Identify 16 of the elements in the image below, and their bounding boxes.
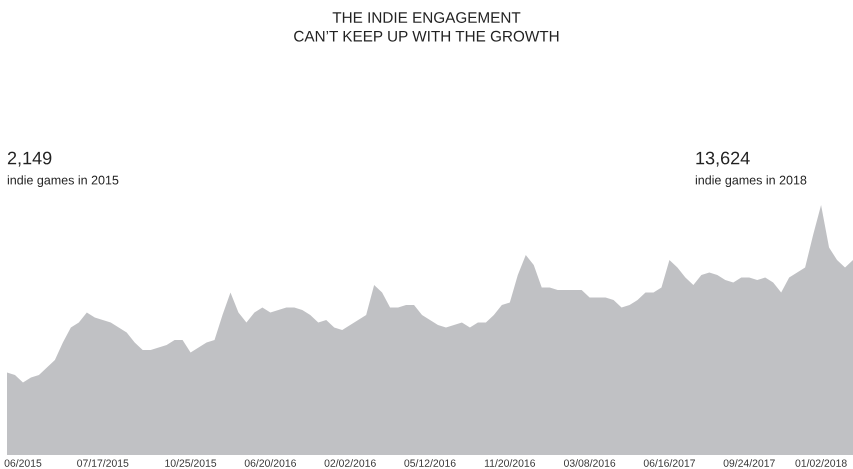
text: 13,624 bbox=[696, 152, 750, 167]
x-tick-label: 05/12/2016 bbox=[404, 459, 456, 467]
x-tick-label: 11/20/2016 bbox=[484, 459, 536, 467]
text: indie games in 2015 bbox=[8, 175, 118, 187]
x-tick-label: 02/02/2016 bbox=[324, 459, 376, 467]
x-tick-label: 10/25/2015 bbox=[165, 459, 216, 467]
x-tick-label: 01/02/2018 bbox=[795, 459, 847, 467]
text: 2,149 bbox=[8, 152, 52, 167]
x-tick-label: 06/20/2016 bbox=[244, 459, 296, 467]
chart-title: THE INDIE ENGAGEMENT CAN’T KEEP UP WITH THE GROWTH bbox=[294, 12, 558, 42]
x-tick-label: 06/16/2017 bbox=[644, 459, 695, 467]
x-tick-label: 07/17/2015 bbox=[77, 459, 128, 467]
x-tick-label: 06/2015 bbox=[4, 459, 42, 467]
text: indie games in 2018 bbox=[696, 175, 806, 187]
x-tick-label: 03/08/2016 bbox=[564, 459, 616, 467]
x-tick-label: 09/24/2017 bbox=[724, 459, 775, 467]
